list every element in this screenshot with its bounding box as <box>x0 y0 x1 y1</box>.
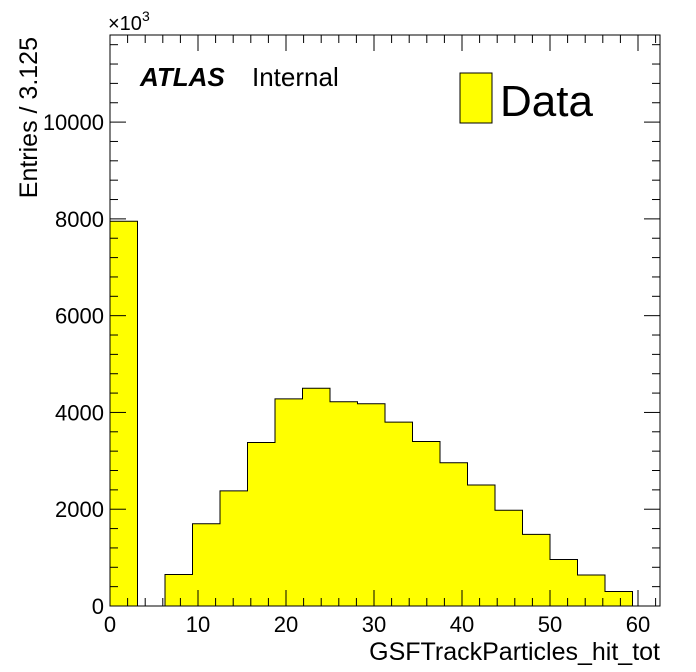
histogram-bar <box>220 490 248 606</box>
atlas-label: ATLAS <box>139 62 225 92</box>
y-multiplier: ×103 <box>108 8 150 35</box>
x-tick-labels: 0 10 20 30 40 50 60 <box>104 612 650 637</box>
legend: Data <box>459 72 593 126</box>
histogram-bar <box>467 485 495 606</box>
y-tick-label: 10000 <box>43 110 104 135</box>
y-multiplier-exponent: 3 <box>142 8 150 24</box>
x-tick-label: 20 <box>274 612 298 637</box>
histogram-bars <box>109 220 660 607</box>
x-tick-label: 0 <box>104 612 116 637</box>
histogram-bar <box>110 221 138 606</box>
x-tick-label: 30 <box>362 612 386 637</box>
y-axis-label: Entries / 3.125 <box>15 37 43 198</box>
histogram-bar <box>605 591 633 606</box>
histogram-bar <box>385 422 413 606</box>
internal-label: Internal <box>252 62 339 92</box>
histogram-bar <box>412 441 440 606</box>
x-axis-label: GSFTrackParticles_hit_tot <box>369 638 660 666</box>
histogram-outline <box>109 220 660 607</box>
histogram-bar <box>495 510 523 606</box>
x-tick-label: 40 <box>450 612 474 637</box>
y-tick-label: 4000 <box>55 400 104 425</box>
histogram-bar <box>165 574 193 606</box>
histogram-bar <box>440 462 468 606</box>
histogram-bar <box>192 523 220 606</box>
histogram-bar <box>550 559 578 606</box>
plot-frame <box>109 34 661 607</box>
histogram-bar <box>302 388 330 606</box>
x-tick-label: 10 <box>186 612 210 637</box>
y-tick-label: 6000 <box>55 304 104 329</box>
histogram-bar <box>522 534 550 606</box>
histogram-bar <box>357 403 385 606</box>
histogram-bar <box>275 398 303 606</box>
y-tick-label: 8000 <box>55 207 104 232</box>
x-tick-label: 50 <box>538 612 562 637</box>
x-tick-label: 60 <box>626 612 650 637</box>
y-tick-labels: 0 2000 4000 6000 8000 10000 <box>43 110 104 619</box>
histogram-bar <box>577 575 605 606</box>
legend-swatch <box>459 72 493 124</box>
histogram-bar <box>247 442 275 606</box>
legend-label: Data <box>500 77 593 126</box>
y-tick-label: 2000 <box>55 497 104 522</box>
y-tick-label: 0 <box>92 594 104 619</box>
histogram-bar <box>330 401 358 606</box>
